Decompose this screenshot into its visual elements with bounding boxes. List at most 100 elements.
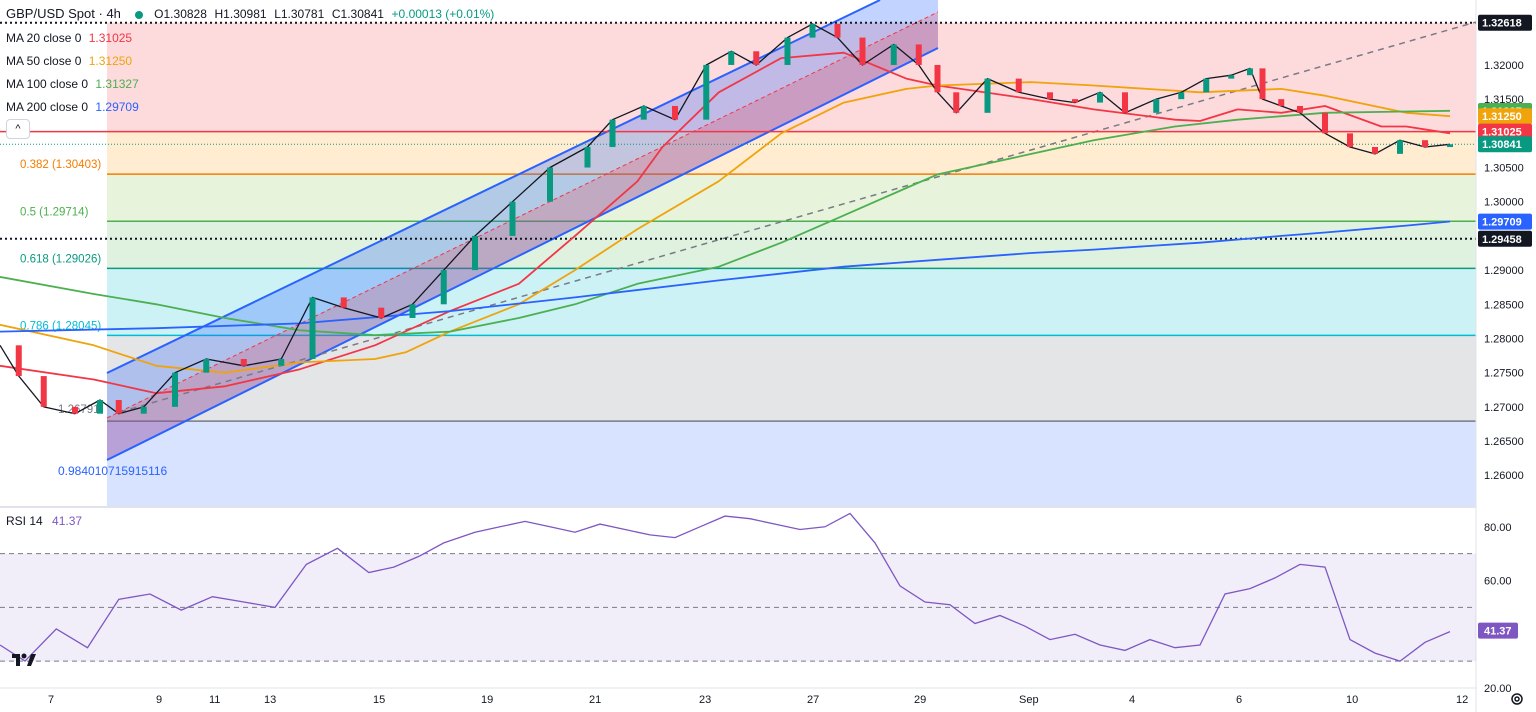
trend-line (119, 21, 1477, 413)
time-tick-label: 15 (373, 694, 385, 706)
time-tick-label: 13 (264, 694, 276, 706)
price-tick-label: 1.28000 (1484, 333, 1524, 345)
legend-ma200-value: 1.29709 (95, 100, 139, 114)
candle (728, 51, 735, 65)
candle (1228, 75, 1235, 79)
fib-label-0.5: 0.5 (1.29714) (20, 206, 89, 218)
rsi-badge (1478, 622, 1518, 639)
candle (409, 304, 416, 318)
candle (934, 64, 941, 93)
price-badge (1478, 108, 1532, 125)
candle (509, 201, 516, 236)
candle (584, 147, 591, 168)
candle (1178, 92, 1185, 100)
fib-label-0.618: 0.618 (1.29026) (20, 253, 101, 265)
tradingview-logo-icon[interactable] (10, 648, 38, 670)
candle (1247, 68, 1253, 76)
candle (703, 64, 710, 120)
candle (784, 37, 791, 65)
candle (640, 105, 647, 120)
legend-ma20-label: MA 20 close 0 (6, 31, 82, 45)
rsi-badge-label: 41.37 (1484, 626, 1512, 638)
candle (1259, 68, 1266, 100)
gear-icon[interactable] (1508, 690, 1526, 708)
rsi-label: RSI 14 (6, 514, 43, 528)
legend-ma100-value: 1.31327 (95, 77, 139, 91)
candle (890, 44, 897, 65)
symbol-header: GBP/USD Spot · 4h O1.30828 H1.30981 L1.3… (6, 6, 495, 21)
candle (834, 23, 841, 38)
ohlc-open: O1.30828 (154, 7, 207, 21)
candle (953, 92, 960, 113)
price-tick-label: 1.27500 (1484, 368, 1524, 380)
candle (547, 167, 553, 202)
candle (1347, 133, 1353, 148)
price-tick-label: 1.27000 (1484, 402, 1524, 414)
legend-ma50[interactable]: MA 50 close 0 1.31250 (6, 53, 132, 69)
time-tick-label: 12 (1456, 694, 1468, 706)
time-tick-label: 11 (209, 694, 220, 706)
ma-line-1 (0, 81, 1451, 374)
time-tick-label: 9 (156, 694, 162, 706)
candle (472, 235, 478, 271)
candle (240, 358, 247, 366)
candle (278, 358, 285, 366)
legend-ma100[interactable]: MA 100 close 0 1.31327 (6, 76, 139, 92)
fib-zone-1 (107, 131, 1476, 175)
candle (115, 400, 122, 414)
candle (1322, 112, 1328, 134)
legend-ma200[interactable]: MA 200 close 0 1.29709 (6, 99, 139, 115)
rsi-tick-label: 80.00 (1484, 522, 1512, 534)
time-tick-label: 19 (481, 694, 493, 706)
rsi-legend[interactable]: RSI 14 41.37 (6, 514, 82, 528)
candle (378, 307, 385, 318)
legend-ma20[interactable]: MA 20 close 0 1.31025 (6, 30, 132, 46)
ma-line-2 (0, 109, 1451, 336)
market-status-icon (134, 10, 143, 19)
candle (1447, 144, 1453, 148)
fib-extension-label: 0.984010715915116 (58, 464, 168, 478)
candle (15, 345, 22, 377)
price-badge-label: 1.30841 (1482, 139, 1522, 151)
legend-ma20-value: 1.31025 (88, 31, 133, 45)
price-badge-label: 1.32618 (1482, 18, 1522, 30)
symbol-name[interactable]: GBP/USD Spot (6, 6, 95, 21)
price-badge-label: 1.29458 (1482, 234, 1522, 246)
candle (1397, 140, 1403, 154)
time-tick-label: 23 (699, 694, 711, 706)
candle (1297, 105, 1303, 113)
price-badge (1478, 230, 1532, 247)
price-tick-label: 1.30000 (1484, 197, 1524, 209)
candle (1122, 92, 1128, 113)
ohlc-close: C1.30841 (331, 7, 384, 21)
timeframe[interactable]: 4h (106, 6, 121, 21)
price-badge (1478, 136, 1532, 153)
channel-lower-line (106, 47, 939, 461)
candle (753, 51, 760, 65)
ma-line-0 (0, 51, 1451, 395)
price-badge-label: 1.31250 (1482, 111, 1522, 123)
ma-line-3 (0, 220, 1451, 333)
time-tick-label: 6 (1236, 694, 1242, 706)
candle (1203, 78, 1210, 93)
price-badge (1478, 14, 1532, 31)
rsi-tick-label: 60.00 (1484, 576, 1512, 588)
candle (915, 44, 922, 65)
candle (1372, 147, 1378, 154)
candle (340, 297, 347, 308)
candle (1278, 99, 1285, 106)
candle (97, 400, 103, 414)
price-badge (1478, 123, 1532, 140)
fib-zone-4 (107, 268, 1476, 336)
price-tick-label: 1.26500 (1484, 436, 1524, 448)
candle (609, 119, 616, 148)
legend-ma200-label: MA 200 close 0 (6, 100, 89, 114)
candle (72, 406, 78, 414)
legend-ma50-value: 1.31250 (88, 54, 133, 68)
collapse-legend-button[interactable]: ^ (6, 119, 30, 139)
legend-ma100-label: MA 100 close 0 (6, 77, 89, 91)
fib-label-0.382: 0.382 (1.30403) (20, 159, 101, 171)
rsi-tick-label: 20.00 (1484, 683, 1512, 695)
time-tick-label: 29 (914, 694, 926, 706)
